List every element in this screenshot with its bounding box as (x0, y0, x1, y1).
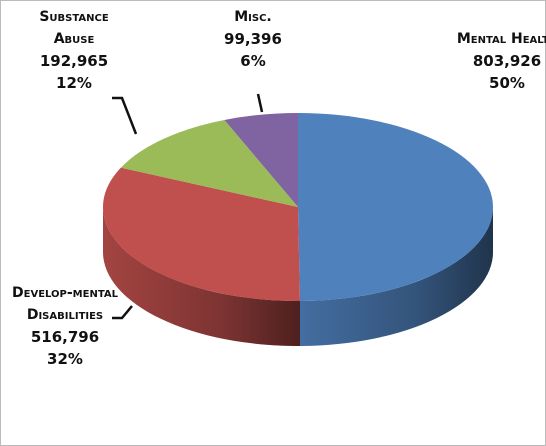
slice-side-shade (103, 207, 300, 346)
slice-label: Misc. 99,396 6% (205, 6, 301, 72)
slice (298, 113, 493, 301)
category-label: Misc. (234, 9, 272, 25)
percentage-label: 50% (489, 74, 525, 92)
leader-line (112, 96, 138, 135)
value-label: 803,926 (472, 52, 542, 70)
slice (102, 167, 300, 301)
slice-label: Mental Health 803,926 50% (448, 28, 546, 94)
percentage-label: 6% (240, 52, 266, 70)
pie (102, 113, 493, 346)
percentage-label: 12% (56, 74, 92, 92)
value-label: 516,796 (30, 328, 100, 346)
slice-label: Develop-mental Disabilities 516,796 32% (10, 282, 120, 370)
category-label: Develop-mental Disabilities (12, 285, 118, 323)
leader-line (256, 93, 264, 113)
value-label: 99,396 (224, 30, 282, 48)
percentage-label: 32% (47, 350, 83, 368)
slice-side-shade (299, 207, 493, 346)
slice (224, 113, 298, 207)
slice-label: Substance Abuse 192,965 12% (18, 6, 130, 94)
value-label: 192,965 (39, 52, 109, 70)
slice (120, 119, 299, 207)
category-label: Substance Abuse (39, 9, 109, 47)
leader-line (112, 305, 133, 320)
category-label: Mental Health (456, 31, 546, 47)
